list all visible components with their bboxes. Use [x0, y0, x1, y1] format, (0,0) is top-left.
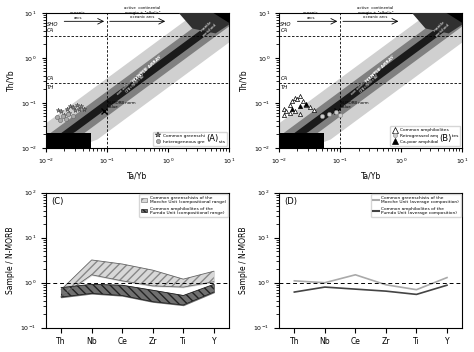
Text: TH: TH	[280, 85, 288, 90]
Text: CA: CA	[280, 28, 288, 33]
Text: (D): (D)	[284, 197, 298, 206]
Text: N-MORB norm
value: N-MORB norm value	[108, 101, 136, 109]
X-axis label: Ta/Yb: Ta/Yb	[128, 172, 147, 181]
Legend: Common greenschists of the
Moeche Unit (compositional range), Common amphibolite: Common greenschists of the Moeche Unit (…	[139, 194, 228, 217]
Polygon shape	[279, 13, 462, 148]
Text: CA: CA	[47, 76, 55, 81]
X-axis label: Ta/Yb: Ta/Yb	[361, 172, 381, 181]
Text: TH: TH	[47, 85, 55, 90]
Polygon shape	[46, 13, 229, 148]
Text: active  continental
margin + "alkalic"
oceanic arcs: active continental margin + "alkalic" oc…	[124, 6, 161, 19]
Y-axis label: Sample / N-MORB: Sample / N-MORB	[239, 226, 248, 294]
Text: non-subduction settings
OFB+WPB+IAT: non-subduction settings OFB+WPB+IAT	[117, 65, 152, 99]
Legend: Common greenschists, heterogeneous greenschists: Common greenschists, heterogeneous green…	[153, 132, 228, 146]
Polygon shape	[46, 13, 229, 148]
Polygon shape	[279, 132, 324, 148]
Legend: Common amphibolites, Retrogressed amphibolites, Ca-poor amphibolite: Common amphibolites, Retrogressed amphib…	[390, 126, 460, 146]
Text: oceanic
arcs: oceanic arcs	[303, 11, 319, 20]
Polygon shape	[179, 13, 229, 33]
Text: mantle
enriched: mantle enriched	[431, 19, 451, 38]
Text: N-MORB norm
value: N-MORB norm value	[341, 101, 369, 109]
Legend: Common greenschists of the
Moeche Unit (average composition), Common amphibolite: Common greenschists of the Moeche Unit (…	[371, 194, 461, 217]
Polygon shape	[201, 13, 229, 23]
Y-axis label: Sample / N-MORB: Sample / N-MORB	[6, 226, 15, 294]
Text: (C): (C)	[51, 197, 64, 206]
Text: oceanic
arcs: oceanic arcs	[70, 11, 85, 20]
Polygon shape	[46, 13, 229, 148]
Y-axis label: Th/Yb: Th/Yb	[6, 70, 15, 91]
Text: MANTLE ARRAY: MANTLE ARRAY	[132, 55, 162, 84]
Text: CA: CA	[47, 28, 55, 33]
Polygon shape	[412, 13, 462, 33]
Text: CA: CA	[280, 76, 288, 81]
Polygon shape	[46, 132, 91, 148]
Text: mantle
enriched: mantle enriched	[199, 19, 218, 38]
Text: non-subduction settings
OFB+WPB+IAT: non-subduction settings OFB+WPB+IAT	[350, 65, 385, 99]
Text: MANTLE ARRAY: MANTLE ARRAY	[365, 55, 395, 84]
Y-axis label: Th/Yb: Th/Yb	[239, 70, 248, 91]
Text: SHO: SHO	[47, 22, 59, 27]
Text: (B): (B)	[439, 133, 451, 143]
Polygon shape	[434, 13, 462, 23]
Polygon shape	[279, 13, 462, 148]
Text: (A): (A)	[206, 133, 218, 143]
Polygon shape	[279, 13, 462, 148]
Text: active  continental
margin + "alkalic"
oceanic arcs: active continental margin + "alkalic" oc…	[357, 6, 394, 19]
Text: SHO: SHO	[280, 22, 292, 27]
